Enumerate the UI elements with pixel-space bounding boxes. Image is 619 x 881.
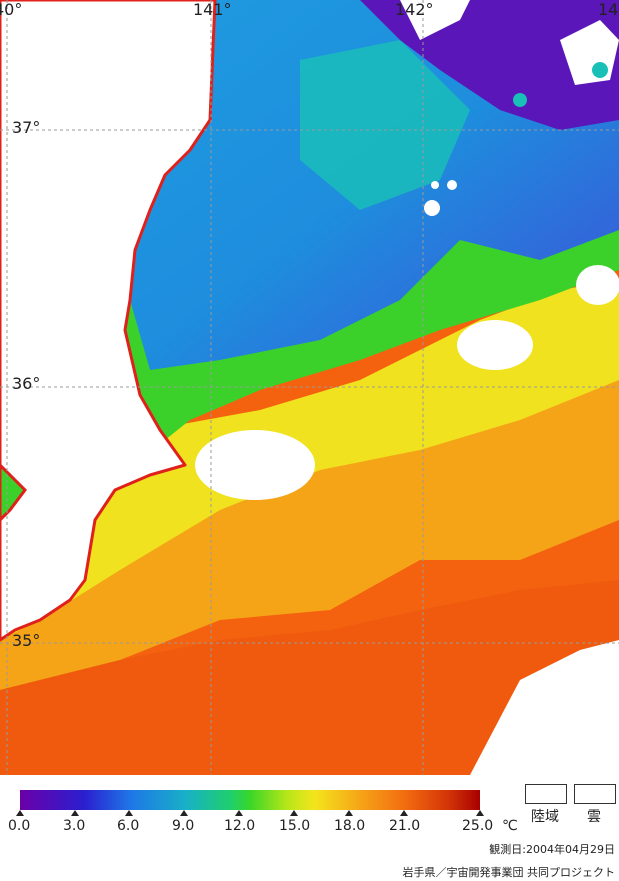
lat-label-35: 35°	[12, 631, 41, 650]
lon-label-143: 143°	[598, 0, 619, 19]
cloud-speck	[431, 181, 439, 189]
graticule	[0, 0, 619, 775]
colorbar-tick	[345, 810, 353, 816]
colorbar-tick	[400, 810, 408, 816]
lon-label-142: 142°	[395, 0, 434, 19]
cloud-patch	[470, 640, 619, 775]
cloud-patch	[195, 430, 315, 500]
colorbar-tick-label: 9.0	[172, 818, 195, 834]
colorbar-tick	[290, 810, 298, 816]
colorbar-tick	[476, 810, 484, 816]
sea-cyan-patch	[300, 40, 470, 210]
colorbar-tick	[235, 810, 243, 816]
colorbar-tick	[16, 810, 24, 816]
land-area	[0, 0, 217, 642]
legend-land-swatch	[525, 784, 567, 804]
colorbar-tick-label: 0.0	[8, 818, 31, 834]
cloud-speck	[513, 93, 527, 107]
colorbar-tick	[180, 810, 188, 816]
credit-text: 岩手県／宇宙開発事業団 共同プロジェクト	[402, 866, 616, 879]
legend-cloud-label: 雲	[587, 809, 601, 825]
lon-label-141: 141°	[193, 0, 232, 19]
colorbar-tick-label: 25.0	[462, 818, 494, 834]
legend-land-label: 陸域	[531, 809, 559, 825]
colorbar-tick	[71, 810, 79, 816]
colorbar-tick-label: 12.0	[224, 818, 256, 834]
temperature-colorbar	[20, 790, 480, 810]
legend-cloud-swatch	[574, 784, 616, 804]
cloud-speck	[592, 62, 608, 78]
cloud-patch	[457, 320, 533, 370]
sea-surface-temperature-map	[0, 0, 619, 775]
colorbar-tick-label: 6.0	[117, 818, 140, 834]
sea-very-warm-zone	[0, 580, 619, 775]
coast-inlet	[0, 462, 27, 523]
cloud-patch	[576, 265, 619, 305]
cloud-speck	[447, 180, 457, 190]
colorbar-tick-label: 21.0	[389, 818, 421, 834]
colorbar-tick-label: 3.0	[63, 818, 86, 834]
cloud-speck	[424, 200, 440, 216]
colorbar-unit: ℃	[502, 818, 518, 834]
colorbar-tick-label: 18.0	[334, 818, 366, 834]
observation-date: 観測日:2004年04月29日	[489, 843, 615, 856]
lon-label-140: 40°	[0, 0, 23, 19]
lat-label-37: 37°	[12, 118, 41, 137]
lat-label-36: 36°	[12, 374, 41, 393]
colorbar-tick-label: 15.0	[279, 818, 311, 834]
cloud-patch	[400, 0, 470, 40]
colorbar-tick	[125, 810, 133, 816]
